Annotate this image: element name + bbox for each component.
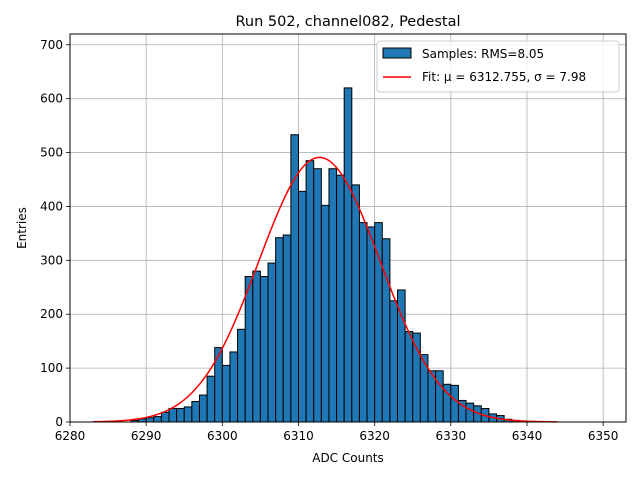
x-tick-label: 6290: [131, 429, 162, 443]
histogram-bar: [328, 168, 338, 423]
x-axis-ticks: 6280 6290 6300 6310 6320 6330 6340 6350: [55, 422, 619, 443]
histogram-bar: [313, 168, 322, 423]
fit-curve: [92, 156, 558, 423]
x-tick-label: 6330: [436, 429, 467, 443]
histogram-bar: [374, 222, 383, 423]
legend: Samples: RMS=8.05 Fit: μ = 6312.755, σ =…: [376, 40, 620, 93]
y-tick-label: 400: [40, 199, 63, 213]
histogram-bar: [168, 408, 178, 423]
histogram-bar: [282, 234, 292, 423]
histogram-bar: [221, 364, 231, 423]
histogram-bar: [404, 330, 414, 423]
histogram-bar: [358, 222, 368, 423]
histogram-bar: [153, 416, 162, 423]
histogram-bar: [191, 401, 200, 423]
histogram-bar: [412, 332, 421, 423]
legend-histogram-swatch: [382, 47, 412, 59]
y-tick-label: 500: [40, 146, 63, 160]
histogram-bar: [244, 276, 254, 423]
x-tick-label: 6280: [55, 429, 86, 443]
y-axis-ticks: 0 100 200 300 400 500 600 700: [40, 38, 70, 429]
histogram-bar: [336, 174, 345, 423]
histogram-bar: [275, 237, 284, 423]
y-tick-label: 0: [55, 415, 63, 429]
histogram-bar: [297, 190, 307, 423]
histogram-bar: [145, 417, 155, 423]
legend-histogram-label: Samples: RMS=8.05: [422, 47, 544, 61]
x-tick-label: 6320: [359, 429, 390, 443]
histogram-bar: [389, 300, 399, 423]
histogram-bar: [183, 406, 193, 423]
histogram-bar: [450, 384, 459, 423]
histogram-bar: [343, 87, 353, 423]
histogram-bar: [305, 160, 315, 423]
y-tick-label: 300: [40, 253, 63, 267]
y-tick-label: 600: [40, 92, 63, 106]
histogram-bar: [176, 408, 185, 423]
plot-frame: [69, 33, 627, 423]
x-tick-label: 6340: [512, 429, 543, 443]
chart-title: Run 502, channel082, Pedestal: [235, 14, 460, 30]
histogram-bar: [259, 276, 269, 423]
histogram-bar: [435, 370, 444, 423]
histogram-bars: [130, 87, 551, 423]
histogram-bar: [252, 270, 261, 423]
histogram-bar: [366, 226, 376, 423]
histogram-bar: [229, 351, 239, 423]
x-tick-label: 6350: [588, 429, 619, 443]
y-axis-label: Entries: [15, 207, 29, 249]
y-tick-label: 200: [40, 307, 63, 321]
x-tick-label: 6310: [283, 429, 314, 443]
histogram-bar: [237, 328, 246, 423]
histogram-bar: [206, 375, 216, 423]
legend-box: [376, 40, 620, 93]
legend-fit-label: Fit: μ = 6312.755, σ = 7.98: [422, 70, 586, 84]
histogram-bar: [267, 262, 277, 423]
histogram-bar: [160, 411, 170, 423]
x-tick-label: 6300: [207, 429, 238, 443]
x-axis-label: ADC Counts: [312, 451, 384, 465]
y-tick-label: 700: [40, 38, 63, 52]
y-tick-label: 100: [40, 361, 63, 375]
histogram-bar: [419, 354, 429, 423]
histogram-bar: [465, 402, 475, 423]
histogram-bar: [198, 394, 208, 423]
histogram-bar: [320, 204, 330, 423]
histogram-bar: [381, 238, 391, 423]
histogram-bar: [351, 184, 360, 423]
